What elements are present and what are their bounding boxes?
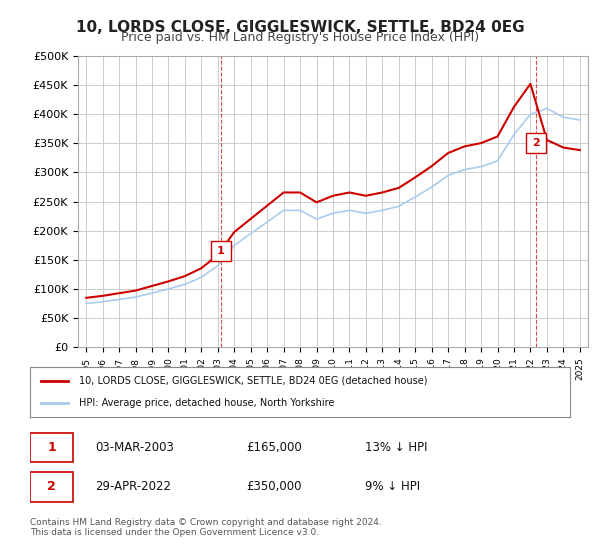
Text: £350,000: £350,000 (246, 480, 302, 493)
FancyBboxPatch shape (30, 472, 73, 502)
Text: 10, LORDS CLOSE, GIGGLESWICK, SETTLE, BD24 0EG (detached house): 10, LORDS CLOSE, GIGGLESWICK, SETTLE, BD… (79, 376, 427, 386)
Text: £165,000: £165,000 (246, 441, 302, 454)
Text: 10, LORDS CLOSE, GIGGLESWICK, SETTLE, BD24 0EG: 10, LORDS CLOSE, GIGGLESWICK, SETTLE, BD… (76, 20, 524, 35)
Text: 03-MAR-2003: 03-MAR-2003 (95, 441, 173, 454)
FancyBboxPatch shape (30, 433, 73, 463)
Text: Price paid vs. HM Land Registry's House Price Index (HPI): Price paid vs. HM Land Registry's House … (121, 31, 479, 44)
Text: 13% ↓ HPI: 13% ↓ HPI (365, 441, 427, 454)
Text: 29-APR-2022: 29-APR-2022 (95, 480, 171, 493)
Text: 9% ↓ HPI: 9% ↓ HPI (365, 480, 420, 493)
Text: 1: 1 (47, 441, 56, 454)
Text: 2: 2 (47, 480, 56, 493)
Text: 2: 2 (532, 138, 540, 148)
Text: HPI: Average price, detached house, North Yorkshire: HPI: Average price, detached house, Nort… (79, 398, 334, 408)
Text: Contains HM Land Registry data © Crown copyright and database right 2024.
This d: Contains HM Land Registry data © Crown c… (30, 518, 382, 538)
Text: 1: 1 (217, 246, 224, 256)
